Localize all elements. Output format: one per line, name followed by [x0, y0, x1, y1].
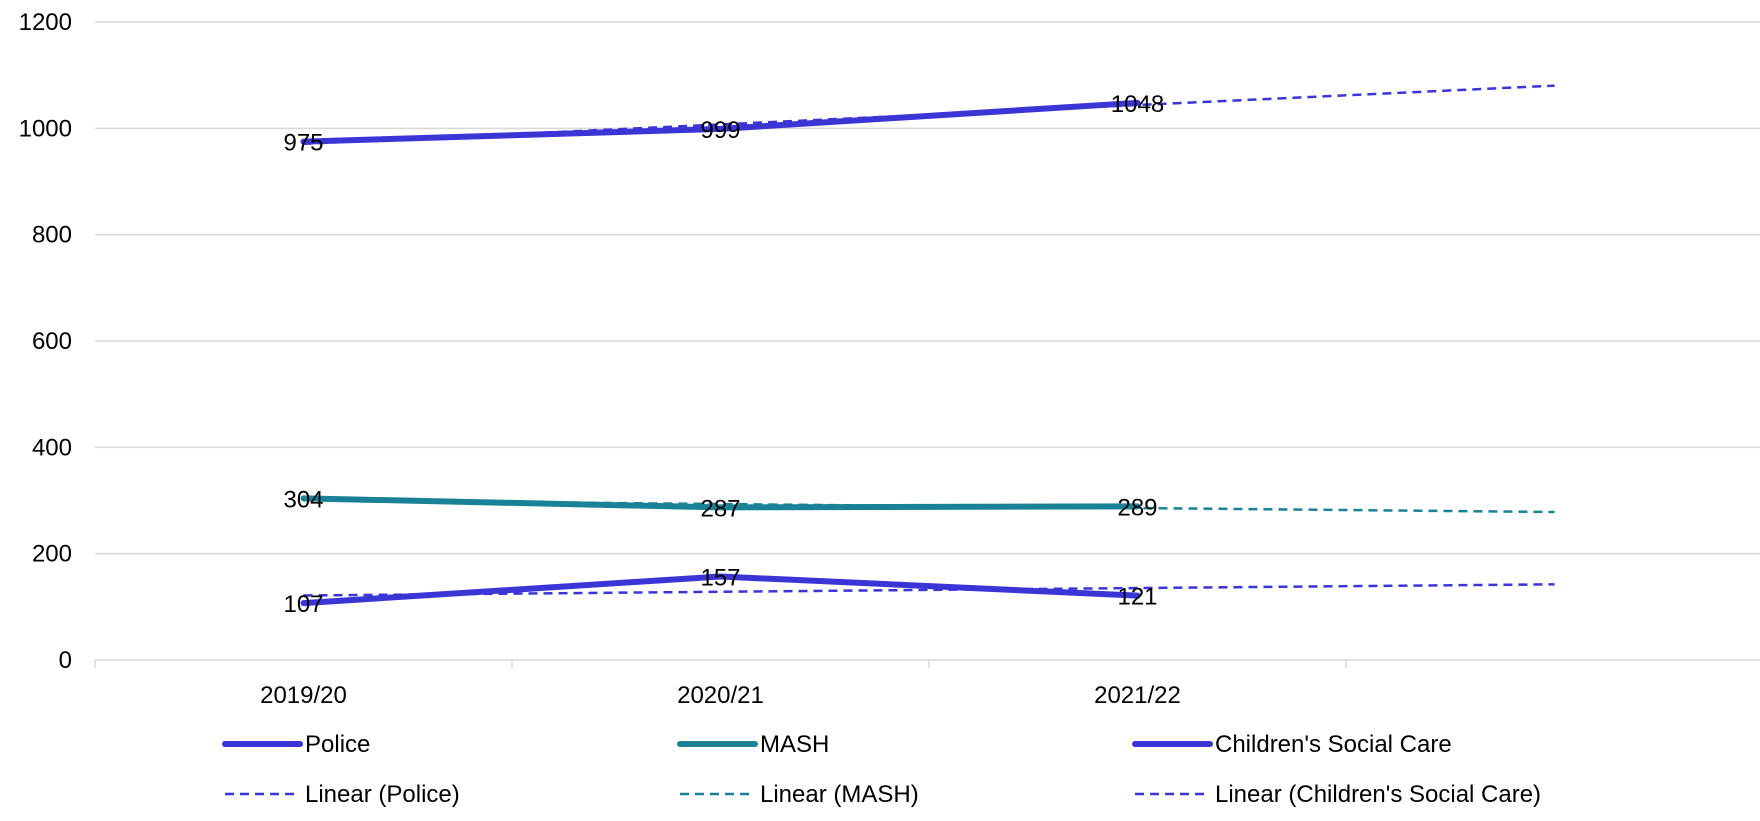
- y-tick-label: 200: [32, 541, 72, 568]
- y-tick-label: 1000: [19, 115, 72, 142]
- data-label: 1048: [1111, 91, 1164, 118]
- data-label: 287: [700, 495, 740, 522]
- trendlines: [303, 84, 1555, 597]
- data-label: 975: [283, 130, 323, 157]
- y-tick-label: 1200: [19, 9, 72, 36]
- x-tick-label: 2019/20: [260, 682, 347, 709]
- x-tick-label: 2021/22: [1094, 682, 1181, 709]
- series-line: [300, 495, 1141, 511]
- trendline: [303, 583, 1555, 597]
- legend-label: Linear (Police): [305, 781, 460, 808]
- trendline: [303, 498, 1555, 514]
- legend-label: Linear (Children's Social Care): [1215, 781, 1541, 808]
- legend-label: Children's Social Care: [1215, 731, 1452, 758]
- x-axis: 2019/20 2020/21 2021/22: [94, 659, 1760, 709]
- trendline: [303, 84, 1555, 146]
- legend-label: MASH: [760, 731, 829, 758]
- data-label: 289: [1117, 494, 1157, 521]
- y-axis: 0 200 400 600 800 1000 1200: [19, 9, 72, 674]
- gridlines: [95, 21, 1760, 555]
- data-label: 107: [283, 591, 323, 618]
- series-lines: [300, 99, 1141, 607]
- legend-label: Linear (MASH): [760, 781, 919, 808]
- legend: Police MASH Children's Social Care Linear (…: [222, 731, 1541, 808]
- data-label: 999: [700, 117, 740, 144]
- y-tick-label: 400: [32, 434, 72, 461]
- series-line: [300, 99, 1141, 145]
- y-tick-label: 0: [59, 647, 72, 674]
- data-label: 304: [283, 486, 323, 513]
- y-tick-label: 800: [32, 222, 72, 249]
- data-label: 157: [700, 565, 740, 592]
- y-tick-label: 600: [32, 328, 72, 355]
- data-labels: 975 999 1048 304 287 289 107 157 121: [283, 91, 1164, 618]
- series-line: [300, 573, 1141, 607]
- data-label: 121: [1117, 584, 1157, 611]
- x-tick-label: 2020/21: [677, 682, 764, 709]
- legend-label: Police: [305, 731, 370, 758]
